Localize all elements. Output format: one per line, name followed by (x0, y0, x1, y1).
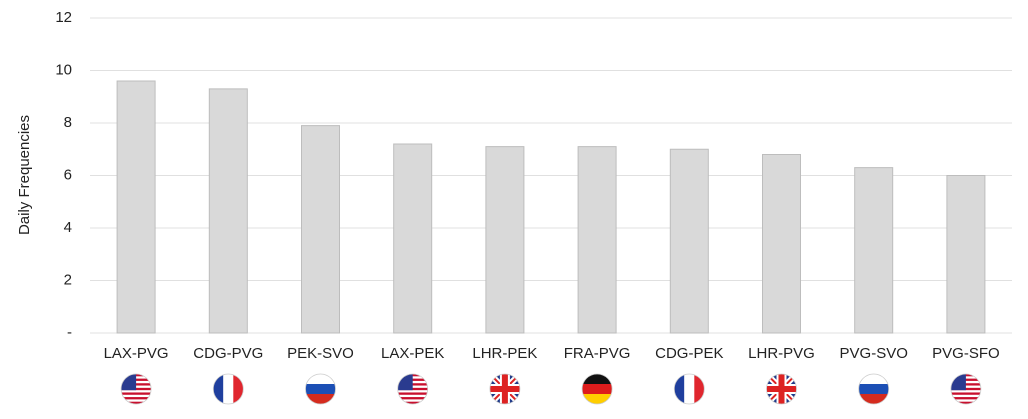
x-tick-label: PEK-SVO (287, 345, 354, 362)
y-tick-label: 8 (64, 114, 72, 131)
flag-icon (489, 374, 520, 404)
bar (946, 175, 986, 334)
x-tick-label: LAX-PVG (104, 345, 169, 362)
y-tick-label: 10 (55, 61, 72, 78)
y-axis-label: Daily Frequencies (16, 115, 33, 235)
x-tick-label: FRA-PVG (564, 345, 631, 362)
bar (393, 143, 433, 334)
x-tick-label: PVG-SVO (840, 345, 908, 362)
flag-icon (397, 374, 428, 404)
bar (762, 154, 801, 334)
y-tick-label: 6 (64, 166, 72, 183)
flag-icon (305, 374, 336, 404)
bar (485, 146, 525, 334)
x-tick-label: PVG-SFO (932, 345, 1000, 362)
bar (577, 146, 617, 334)
y-tick-label: 4 (64, 219, 72, 236)
y-tick-label: 12 (55, 9, 72, 26)
y-tick-label: - (67, 324, 72, 341)
bar (669, 148, 709, 334)
flag-icon (858, 374, 889, 404)
bar (208, 88, 248, 334)
flag-icon (582, 374, 613, 404)
bar (301, 125, 340, 334)
x-tick-label: LHR-PVG (748, 345, 815, 362)
flag-icon (674, 374, 705, 404)
bar (854, 167, 894, 334)
x-tick-label: LHR-PEK (472, 345, 537, 362)
x-tick-label: CDG-PEK (655, 345, 723, 362)
x-tick-label: CDG-PVG (193, 345, 263, 362)
flag-icon (213, 374, 244, 404)
flag-icon (766, 374, 797, 404)
y-tick-label: 2 (64, 271, 72, 288)
x-tick-label: LAX-PEK (381, 345, 444, 362)
bar (116, 80, 156, 334)
